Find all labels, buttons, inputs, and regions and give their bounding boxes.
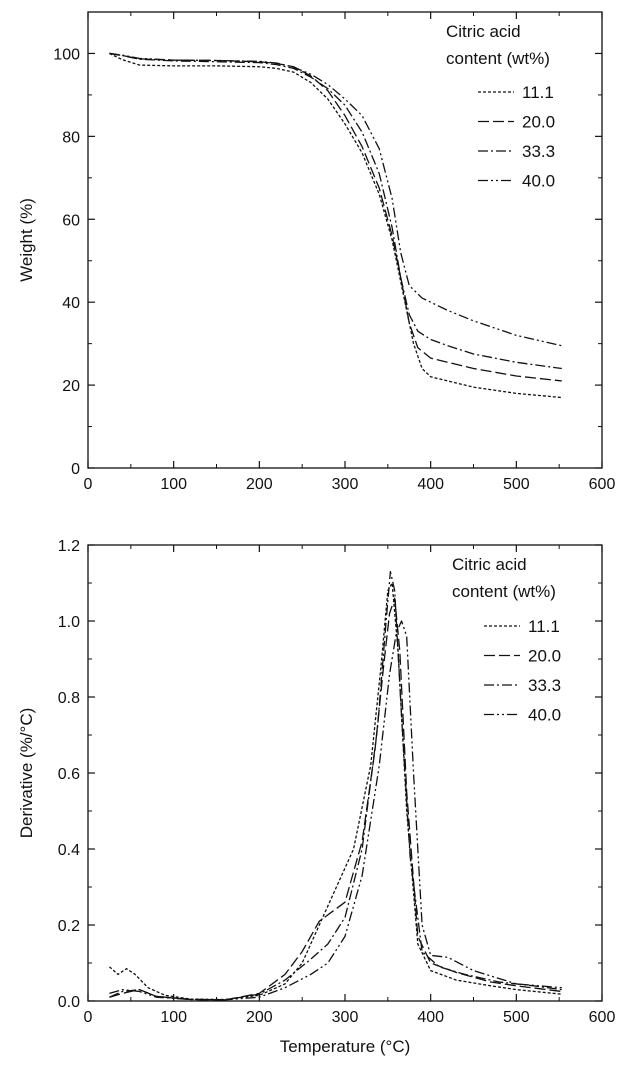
chart-1: 0 100 200 300 400 500 600 0 20 40 60 80 100 Weight (%… (17, 11, 616, 493)
y-tick-label: 80 (62, 129, 80, 146)
legend: Citric acid content (wt%) 11.1 20.0 33.3 40.0 (452, 555, 561, 725)
legend-label-20.0: 20.0 (522, 113, 555, 132)
legend-label-33.3: 33.3 (522, 142, 555, 161)
y-axis-title: Derivative (%/°C) (17, 708, 36, 839)
y-tick-label: 0.8 (58, 690, 80, 707)
series-line-40.0 (109, 52, 562, 347)
x-tick-label: 600 (589, 1009, 616, 1026)
series-line-11.1 (108, 582, 562, 1001)
legend-label-40.0: 40.0 (522, 172, 555, 191)
legend-title-line: Citric acid (452, 555, 527, 574)
x-tick-label: 100 (160, 476, 187, 493)
series-line-20.0 (109, 597, 562, 1001)
legend-label-40.0: 40.0 (528, 706, 561, 725)
x-tick-label: 400 (417, 1009, 444, 1026)
x-tick-label: 300 (332, 476, 359, 493)
x-tick-label: 300 (332, 1009, 359, 1026)
series-line-33.3 (109, 570, 562, 1001)
legend: Citric acid content (wt%) 11.1 20.0 33.3 40.0 (446, 22, 555, 191)
legend-label-11.1: 11.1 (528, 617, 560, 636)
y-tick-label: 1.0 (58, 614, 80, 631)
legend-label-20.0: 20.0 (528, 647, 561, 666)
series-line-40.0 (109, 620, 562, 1001)
legend-label-11.1: 11.1 (522, 83, 554, 102)
x-tick-label: 600 (589, 476, 616, 493)
series-line-11.1 (109, 52, 562, 399)
x-tick-label: 0 (84, 1009, 93, 1026)
legend-label-33.3: 33.3 (528, 676, 561, 695)
x-axis-title: Temperature (°C) (280, 1037, 411, 1056)
y-tick-label: 0 (71, 461, 80, 478)
x-tick-label: 200 (246, 476, 273, 493)
y-tick-label: 1.2 (58, 538, 80, 555)
series-line-20.0 (109, 52, 562, 382)
y-tick-label: 60 (62, 212, 80, 229)
y-tick-label: 20 (62, 378, 80, 395)
plot-frame (87, 544, 603, 1002)
legend-title-line: content (wt%) (452, 582, 556, 601)
y-tick-label: 100 (53, 46, 80, 63)
x-tick-label: 200 (246, 1009, 273, 1026)
x-tick-label: 100 (160, 1009, 187, 1026)
y-tick-label: 0.4 (58, 842, 80, 859)
x-tick-label: 0 (84, 476, 93, 493)
x-tick-label: 400 (417, 476, 444, 493)
y-tick-label: 0.2 (58, 918, 80, 935)
chart-2: 0 100 200 300 400 500 600 0.0 0.2 0.4 0.6 0.8 1.0 1.2… (17, 538, 615, 1056)
x-tick-label: 500 (503, 1009, 530, 1026)
y-tick-label: 0.6 (58, 766, 80, 783)
plot-frame (87, 11, 603, 469)
y-axis-title: Weight (%) (17, 198, 36, 282)
legend-title-line: Citric acid (446, 22, 521, 41)
legend-title-line: content (wt%) (446, 49, 550, 68)
y-tick-label: 0.0 (58, 994, 80, 1011)
x-tick-label: 500 (503, 476, 530, 493)
y-tick-label: 40 (62, 295, 80, 312)
series-line-33.3 (109, 52, 562, 370)
